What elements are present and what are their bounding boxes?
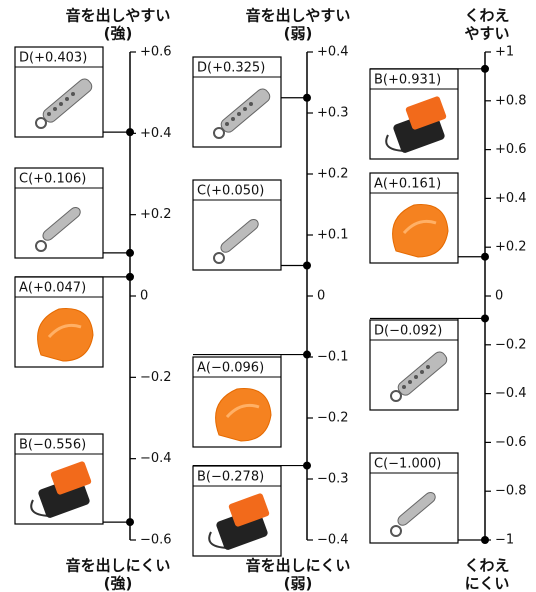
y-tick-label: −0.3 bbox=[317, 472, 349, 487]
y-tick-label: −0.6 bbox=[140, 533, 172, 548]
y-tick-label: −1 bbox=[495, 533, 514, 548]
photo-shape bbox=[420, 370, 424, 374]
item-label: A(−0.096) bbox=[197, 361, 264, 376]
y-tick-label: +0.4 bbox=[317, 45, 349, 60]
panel-bottom-label: にくい bbox=[465, 575, 510, 592]
photo-shape bbox=[47, 112, 51, 116]
item-label: D(+0.325) bbox=[197, 61, 265, 76]
value-dot bbox=[481, 65, 489, 73]
y-tick-label: +0.2 bbox=[495, 240, 527, 255]
value-dot bbox=[303, 462, 311, 470]
panel-bottom-label: 音を出しにくい bbox=[66, 557, 171, 575]
chart: 音を出しやすい(強)音を出しにくい(強)+0.6+0.4+0.20−0.2−0.… bbox=[0, 0, 536, 592]
y-tick-label: +0.6 bbox=[495, 142, 527, 157]
value-dot bbox=[303, 351, 311, 359]
panel-bottom-label: 音を出しにくい bbox=[246, 557, 351, 575]
y-tick-label: −0.6 bbox=[495, 435, 527, 450]
y-tick-label: +0.2 bbox=[140, 207, 172, 222]
item-label: C(−1.000) bbox=[374, 457, 441, 472]
photo-shape bbox=[408, 380, 412, 384]
photo-shape bbox=[249, 102, 253, 106]
value-dot bbox=[303, 94, 311, 102]
value-dot bbox=[481, 253, 489, 261]
y-tick-label: −0.4 bbox=[317, 533, 349, 548]
y-tick-label: −0.4 bbox=[140, 451, 172, 466]
value-dot bbox=[126, 128, 134, 136]
item-label: B(−0.278) bbox=[197, 470, 264, 485]
value-dot bbox=[481, 314, 489, 322]
panel-title: (強) bbox=[104, 25, 133, 43]
y-tick-label: −0.1 bbox=[317, 350, 349, 365]
panel-bottom-label: (強) bbox=[104, 575, 133, 592]
panel-title: やすい bbox=[464, 25, 509, 43]
photo-shape bbox=[225, 122, 229, 126]
y-tick-label: +0.3 bbox=[317, 106, 349, 121]
photo-shape bbox=[402, 385, 406, 389]
photo-shape bbox=[243, 107, 247, 111]
y-tick-label: +0.1 bbox=[317, 228, 349, 243]
y-tick-label: −0.2 bbox=[317, 411, 349, 426]
item-label: D(−0.092) bbox=[374, 324, 442, 339]
value-dot bbox=[303, 262, 311, 270]
item-label: B(+0.931) bbox=[374, 73, 441, 88]
panel-title: (弱) bbox=[284, 25, 313, 43]
y-tick-label: +0.6 bbox=[140, 45, 172, 60]
y-tick-label: +0.8 bbox=[495, 93, 527, 108]
y-tick-label: 0 bbox=[140, 289, 148, 304]
photo-shape bbox=[231, 117, 235, 121]
panel-title: 音を出しやすい bbox=[66, 7, 171, 25]
value-dot bbox=[126, 273, 134, 281]
y-tick-label: 0 bbox=[317, 289, 325, 304]
panel-title: くわえ bbox=[464, 7, 509, 25]
photo-shape bbox=[59, 102, 63, 106]
photo-shape bbox=[71, 92, 75, 96]
item-label: C(+0.106) bbox=[19, 172, 86, 187]
panel-title: 音を出しやすい bbox=[246, 7, 351, 25]
y-tick-label: −0.8 bbox=[495, 484, 527, 499]
value-dot bbox=[481, 536, 489, 544]
item-label: A(+0.161) bbox=[374, 177, 441, 192]
y-tick-label: 0 bbox=[495, 289, 503, 304]
y-tick-label: +0.4 bbox=[495, 191, 527, 206]
item-label: B(−0.556) bbox=[19, 438, 86, 453]
value-dot bbox=[126, 518, 134, 526]
photo-shape bbox=[426, 365, 430, 369]
photo-shape bbox=[237, 112, 241, 116]
item-label: D(+0.403) bbox=[19, 51, 87, 66]
y-tick-label: +1 bbox=[495, 45, 514, 60]
item-label: C(+0.050) bbox=[197, 184, 264, 199]
photo-shape bbox=[414, 375, 418, 379]
y-tick-label: +0.2 bbox=[317, 167, 349, 182]
panel-bottom-label: くわえ bbox=[464, 557, 509, 575]
value-dot bbox=[126, 249, 134, 257]
panel-bottom-label: (弱) bbox=[284, 575, 313, 592]
y-tick-label: −0.2 bbox=[495, 337, 527, 352]
y-tick-label: −0.4 bbox=[495, 386, 527, 401]
photo-shape bbox=[53, 107, 57, 111]
y-tick-label: −0.2 bbox=[140, 370, 172, 385]
y-tick-label: +0.4 bbox=[140, 126, 172, 141]
item-label: A(+0.047) bbox=[19, 281, 86, 296]
photo-shape bbox=[65, 97, 69, 101]
